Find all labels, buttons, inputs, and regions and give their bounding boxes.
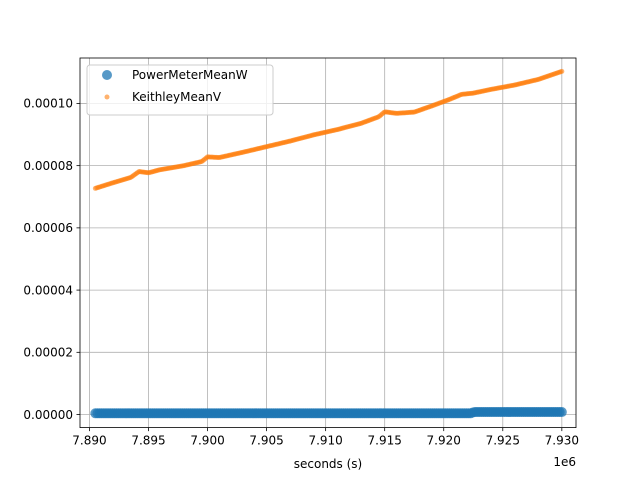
legend-label-keithley: KeithleyMeanV [132,90,222,104]
x-tick-label: 7.910 [308,434,342,448]
y-tick-label: 0.00006 [23,221,73,235]
x-tick-label: 7.920 [427,434,461,448]
y-tick-label: 0.00010 [23,97,73,111]
legend-marker-powermeter [102,70,112,80]
x-tick-label: 7.895 [131,434,165,448]
series-KeithleyMeanV [92,68,565,191]
y-tick-label: 0.00004 [23,283,73,297]
legend-label-powermeter: PowerMeterMeanW [132,68,248,82]
legend: PowerMeterMeanW KeithleyMeanV [86,64,274,116]
y-tick-label: 0.00000 [23,408,73,422]
x-tick-label: 7.900 [190,434,224,448]
y-tick-label: 0.00008 [23,159,73,173]
axis-ticks: 7.890 7.895 7.900 7.905 7.910 7.915 7.920 7.925… [23,97,579,448]
x-axis-label: seconds (s) [294,457,362,471]
legend-box [86,64,274,116]
data-point [559,68,565,74]
plot-frame [79,57,577,429]
x-axis-offset-text: 1e6 [553,455,576,469]
x-tick-label: 7.915 [368,434,402,448]
y-tick-label: 0.00002 [23,346,73,360]
x-tick-label: 7.925 [486,434,520,448]
plot-data [90,68,567,419]
data-point [556,407,567,418]
x-tick-label: 7.890 [72,434,106,448]
legend-marker-keithley [104,94,110,100]
x-tick-label: 7.930 [545,434,579,448]
series-PowerMeterMeanW [90,407,567,419]
x-tick-label: 7.905 [249,434,283,448]
